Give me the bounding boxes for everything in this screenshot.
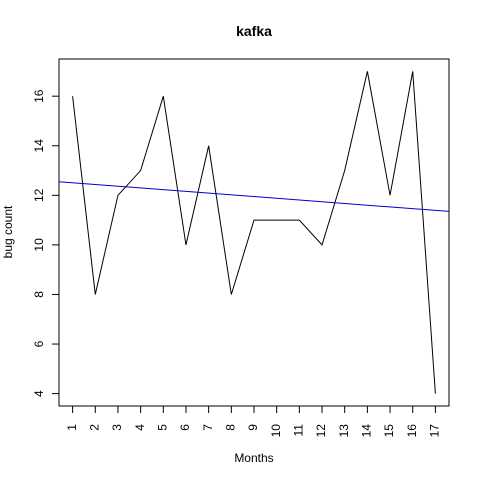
x-tick-label: 5	[155, 424, 169, 431]
x-tick-label: 1	[65, 424, 79, 431]
chart-title: kafka	[236, 23, 272, 39]
y-tick-label: 8	[32, 291, 46, 298]
x-tick-label: 12	[314, 424, 328, 438]
y-axis: 4 6 8 10 12 14 16	[32, 89, 59, 397]
y-axis-label: bug count	[1, 205, 15, 258]
y-tick-label: 14	[32, 139, 46, 153]
trend-line	[58, 181, 450, 212]
x-tick-label: 8	[223, 424, 237, 431]
y-tick-label: 4	[32, 390, 46, 397]
x-tick-label: 9	[246, 424, 260, 431]
plot-area	[58, 71, 450, 394]
x-axis: 1 2 3 4 5 6 7 8 9 10 11 12 13 14 15 16 17	[65, 406, 442, 437]
y-tick-label: 12	[32, 188, 46, 202]
x-tick-label: 10	[269, 424, 283, 438]
x-tick-label: 3	[110, 424, 124, 431]
series-line	[72, 71, 436, 394]
x-tick-label: 14	[360, 424, 374, 438]
x-tick-label: 13	[337, 424, 351, 438]
x-axis-label: Months	[234, 451, 273, 465]
x-tick-label: 2	[87, 424, 101, 431]
x-tick-label: 4	[133, 424, 147, 431]
x-tick-label: 7	[201, 424, 215, 431]
y-tick-label: 6	[32, 340, 46, 347]
x-tick-label: 17	[428, 424, 442, 438]
x-tick-label: 6	[178, 424, 192, 431]
x-tick-label: 11	[292, 424, 306, 437]
x-tick-label: 16	[405, 424, 419, 438]
y-tick-label: 16	[32, 89, 46, 103]
y-tick-label: 10	[32, 238, 46, 252]
x-tick-label: 15	[382, 424, 396, 438]
